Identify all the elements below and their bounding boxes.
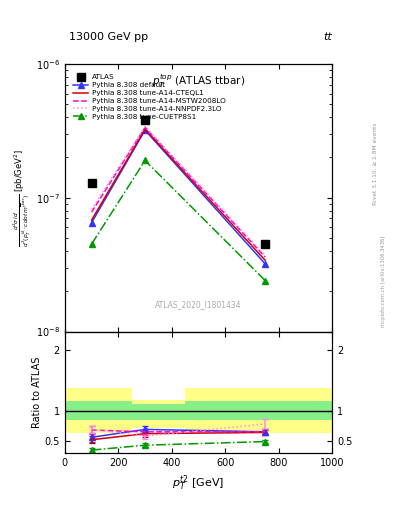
Pythia 8.308 tune-A14-MSTW2008LO [89,209,94,215]
Pythia 8.308 default [89,220,94,226]
ATLAS [143,117,147,123]
Text: ATLAS_2020_I1801434: ATLAS_2020_I1801434 [155,300,242,309]
Pythia 8.308 tune-A14-CTEQL1 [263,258,268,264]
Pythia 8.308 default [263,261,268,267]
Pythia 8.308 tune-CUETP8S1 [263,278,268,284]
Pythia 8.308 tune-A14-CTEQL1 [143,126,147,133]
Y-axis label: $\frac{d^2\sigma\,id}{d^2(p_T^{t2}\cdot\!cdot\,m^{\overline{t}bar})}$ [pb/GeV$^2: $\frac{d^2\sigma\,id}{d^2(p_T^{t2}\cdot\… [12,149,33,247]
Pythia 8.308 tune-CUETP8S1 [89,241,94,247]
Pythia 8.308 tune-A14-NNPDF2.3LO [89,206,94,212]
ATLAS [263,241,268,247]
Line: ATLAS: ATLAS [87,116,270,248]
Text: tt: tt [323,32,332,42]
Pythia 8.308 tune-A14-NNPDF2.3LO [143,123,147,130]
Line: Pythia 8.308 tune-CUETP8S1: Pythia 8.308 tune-CUETP8S1 [89,158,268,284]
Y-axis label: Ratio to ATLAS: Ratio to ATLAS [32,357,42,428]
Legend: ATLAS, Pythia 8.308 default, Pythia 8.308 tune-A14-CTEQL1, Pythia 8.308 tune-A14: ATLAS, Pythia 8.308 default, Pythia 8.30… [71,73,227,121]
Line: Pythia 8.308 tune-A14-CTEQL1: Pythia 8.308 tune-A14-CTEQL1 [92,130,265,261]
Text: Rivet 3.1.10, ≥ 2.8M events: Rivet 3.1.10, ≥ 2.8M events [373,122,378,205]
Text: mcplots.cern.ch [arXiv:1306.3436]: mcplots.cern.ch [arXiv:1306.3436] [381,236,386,327]
X-axis label: $p_T^{t2}$ [GeV]: $p_T^{t2}$ [GeV] [172,474,225,493]
Text: $p_T^{top}$ (ATLAS ttbar): $p_T^{top}$ (ATLAS ttbar) [152,72,245,90]
Pythia 8.308 default [143,127,147,133]
Line: Pythia 8.308 tune-A14-MSTW2008LO: Pythia 8.308 tune-A14-MSTW2008LO [92,127,265,257]
Text: 13000 GeV pp: 13000 GeV pp [69,32,148,42]
Pythia 8.308 tune-A14-CTEQL1 [89,217,94,223]
Pythia 8.308 tune-A14-NNPDF2.3LO [263,252,268,259]
Line: Pythia 8.308 tune-A14-NNPDF2.3LO: Pythia 8.308 tune-A14-NNPDF2.3LO [92,126,265,255]
Pythia 8.308 tune-A14-MSTW2008LO [263,254,268,260]
Pythia 8.308 tune-CUETP8S1 [143,157,147,163]
Line: Pythia 8.308 default: Pythia 8.308 default [89,127,268,267]
ATLAS [89,179,94,185]
Pythia 8.308 tune-A14-MSTW2008LO [143,124,147,131]
